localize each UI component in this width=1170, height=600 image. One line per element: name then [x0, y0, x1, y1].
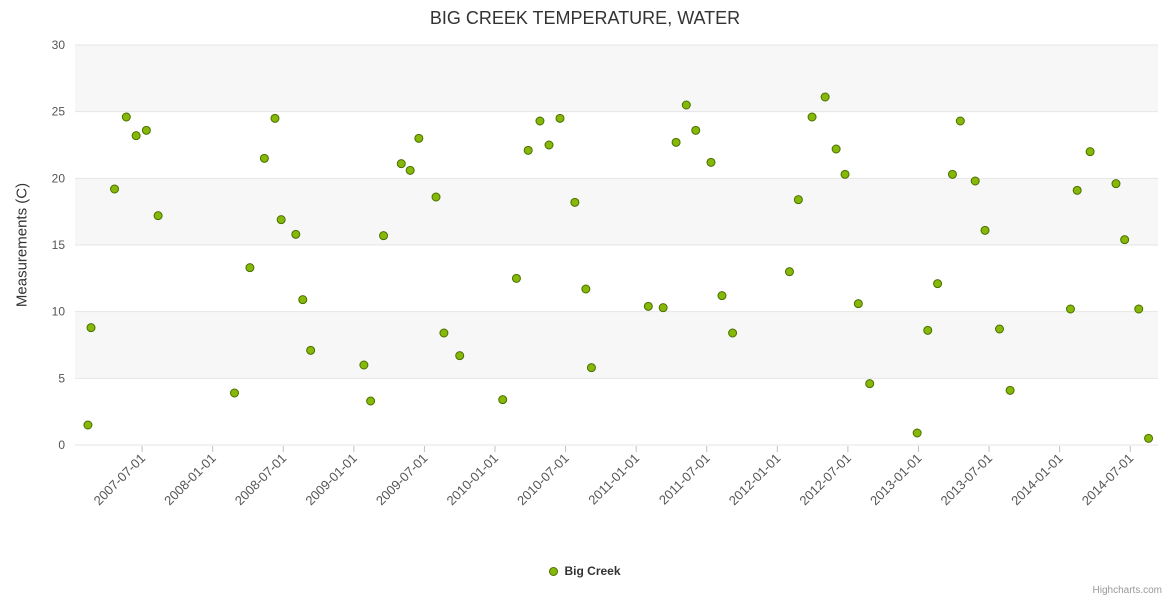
- y-axis-label: 0: [58, 438, 65, 452]
- data-point[interactable]: [229, 388, 239, 398]
- data-point[interactable]: [912, 428, 922, 438]
- data-point[interactable]: [141, 125, 151, 135]
- data-point[interactable]: [259, 153, 269, 163]
- data-point[interactable]: [1072, 185, 1082, 195]
- data-point[interactable]: [544, 140, 554, 150]
- data-point[interactable]: [83, 420, 93, 430]
- data-point[interactable]: [865, 379, 875, 389]
- x-axis-label: 2009-07-01: [373, 451, 431, 509]
- x-axis-label: 2008-01-01: [161, 451, 219, 509]
- data-point[interactable]: [291, 229, 301, 239]
- data-point[interactable]: [1134, 304, 1144, 314]
- data-point[interactable]: [570, 197, 580, 207]
- x-axis-label: 2014-07-01: [1079, 451, 1137, 509]
- data-point[interactable]: [455, 351, 465, 361]
- x-axis-label: 2014-01-01: [1008, 451, 1066, 509]
- x-axis-label: 2013-07-01: [938, 451, 996, 509]
- data-point[interactable]: [245, 263, 255, 273]
- data-point[interactable]: [955, 116, 965, 126]
- data-point[interactable]: [110, 184, 120, 194]
- legend-marker-icon: [549, 566, 559, 576]
- plot-band: [75, 178, 1158, 245]
- data-point[interactable]: [658, 303, 668, 313]
- data-point[interactable]: [298, 295, 308, 305]
- y-axis-label: 25: [52, 105, 66, 119]
- data-point[interactable]: [555, 113, 565, 123]
- data-point[interactable]: [933, 279, 943, 289]
- plot-band: [75, 45, 1158, 112]
- y-axis-label: 30: [52, 38, 66, 52]
- legend-item-big-creek[interactable]: Big Creek: [0, 564, 1170, 578]
- data-point[interactable]: [1065, 304, 1075, 314]
- data-point[interactable]: [270, 113, 280, 123]
- data-point[interactable]: [681, 100, 691, 110]
- data-point[interactable]: [431, 192, 441, 202]
- data-point[interactable]: [970, 176, 980, 186]
- data-point[interactable]: [643, 301, 653, 311]
- data-point[interactable]: [995, 324, 1005, 334]
- data-point[interactable]: [153, 211, 163, 221]
- data-point[interactable]: [498, 395, 508, 405]
- highcharts-credits-link[interactable]: Highcharts.com: [1092, 585, 1162, 596]
- data-point[interactable]: [586, 363, 596, 373]
- data-point[interactable]: [728, 328, 738, 338]
- plot-band: [75, 311, 1158, 379]
- data-point[interactable]: [535, 116, 545, 126]
- x-axis-label: 2012-07-01: [796, 451, 854, 509]
- data-point[interactable]: [86, 323, 96, 333]
- x-axis-label: 2007-07-01: [91, 451, 149, 509]
- data-point[interactable]: [1085, 147, 1095, 157]
- y-axis-label: 15: [52, 238, 66, 252]
- x-axis-label: 2010-01-01: [443, 451, 501, 509]
- data-point[interactable]: [671, 137, 681, 147]
- data-point[interactable]: [1111, 179, 1121, 189]
- x-axis-label: 2011-07-01: [656, 451, 713, 508]
- data-point[interactable]: [784, 267, 794, 277]
- legend-series-label: Big Creek: [564, 564, 621, 578]
- data-point[interactable]: [980, 225, 990, 235]
- data-point[interactable]: [853, 299, 863, 309]
- data-point[interactable]: [523, 145, 533, 155]
- x-axis-label: 2011-01-01: [585, 451, 642, 508]
- data-point[interactable]: [359, 360, 369, 370]
- data-point[interactable]: [1144, 433, 1154, 443]
- data-point[interactable]: [793, 195, 803, 205]
- data-point[interactable]: [807, 112, 817, 122]
- data-point[interactable]: [923, 325, 933, 335]
- x-axis-label: 2010-07-01: [514, 451, 572, 509]
- data-point[interactable]: [511, 273, 521, 283]
- x-axis-label: 2008-07-01: [232, 451, 290, 509]
- scatter-plot-area: 0 5 10 15 20 25 30 2007-07-01 2008-01-01 2008-07-…: [52, 38, 1158, 509]
- data-point[interactable]: [691, 125, 701, 135]
- y-axis-label: 5: [58, 371, 65, 385]
- data-point[interactable]: [405, 165, 415, 175]
- data-point[interactable]: [439, 328, 449, 338]
- data-point[interactable]: [1120, 235, 1130, 245]
- data-point[interactable]: [131, 131, 141, 141]
- data-point[interactable]: [831, 144, 841, 154]
- data-point[interactable]: [717, 291, 727, 301]
- chart-title: BIG CREEK TEMPERATURE, WATER: [429, 8, 741, 28]
- x-axis-label: 2009-01-01: [302, 451, 360, 509]
- data-point[interactable]: [820, 92, 830, 102]
- x-axis-label: 2012-01-01: [726, 451, 784, 509]
- data-point[interactable]: [366, 396, 376, 406]
- y-axis-label: 10: [52, 305, 66, 319]
- data-point[interactable]: [947, 169, 957, 179]
- data-point[interactable]: [276, 215, 286, 225]
- data-point[interactable]: [414, 133, 424, 143]
- data-point[interactable]: [581, 284, 591, 294]
- data-point[interactable]: [706, 157, 716, 167]
- data-point[interactable]: [121, 112, 131, 122]
- y-axis-label: 20: [52, 171, 66, 185]
- data-point[interactable]: [306, 345, 316, 355]
- data-point[interactable]: [396, 159, 406, 169]
- data-point[interactable]: [1005, 385, 1015, 395]
- data-point[interactable]: [379, 231, 389, 241]
- data-point[interactable]: [840, 169, 850, 179]
- x-axis-label: 2013-01-01: [867, 451, 925, 509]
